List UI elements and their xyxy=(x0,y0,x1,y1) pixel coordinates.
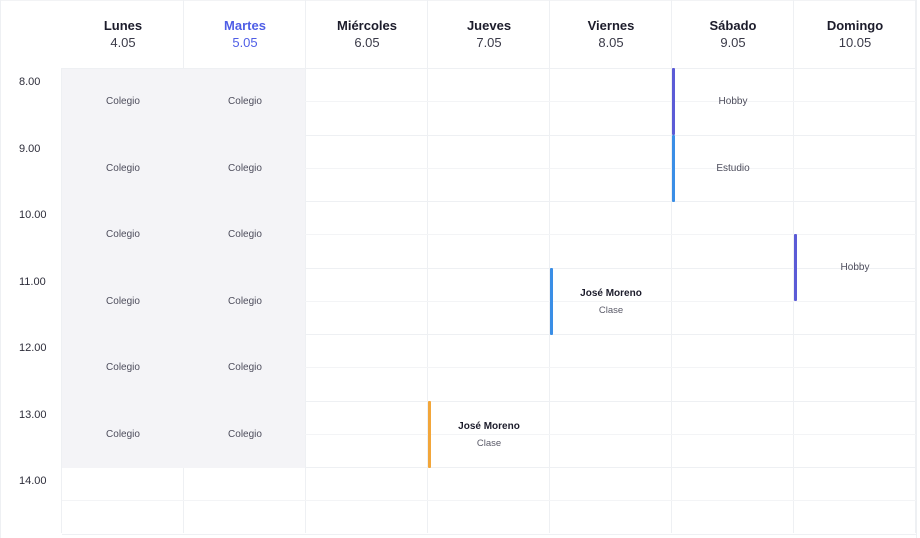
time-label: 8.00 xyxy=(19,76,41,88)
day-date: 4.05 xyxy=(110,35,136,50)
school-event[interactable]: Colegio xyxy=(228,361,262,373)
time-label: 10.00 xyxy=(19,209,47,221)
calendar-event[interactable]: José Moreno Clase xyxy=(550,268,672,335)
grid-hour-line xyxy=(62,401,916,402)
school-background xyxy=(62,69,305,468)
day-name: Sábado xyxy=(709,18,757,33)
grid-hour-line xyxy=(62,68,916,69)
event-color-bar xyxy=(550,268,553,335)
day-date: 6.05 xyxy=(354,35,380,50)
calendar-event[interactable]: Hobby xyxy=(672,68,794,135)
school-event[interactable]: Colegio xyxy=(228,95,262,107)
time-label: 9.00 xyxy=(19,143,41,155)
grid-half-hour-line xyxy=(62,367,916,368)
school-event[interactable]: Colegio xyxy=(106,162,140,174)
grid-column-divider xyxy=(915,0,916,533)
event-title: Hobby xyxy=(718,96,748,107)
day-header-1[interactable]: Martes 5.05 xyxy=(184,0,306,68)
grid-left-border xyxy=(0,0,1,538)
calendar-event[interactable]: Hobby xyxy=(794,234,916,301)
event-color-bar xyxy=(794,234,797,301)
event-type: Clase xyxy=(476,437,502,449)
day-name: Domingo xyxy=(826,18,884,33)
day-header-6[interactable]: Domingo 10.05 xyxy=(794,0,916,68)
day-name: Lunes xyxy=(103,18,143,33)
grid-half-hour-line xyxy=(62,101,916,102)
school-event[interactable]: Colegio xyxy=(106,361,140,373)
grid-right-border xyxy=(916,0,917,538)
time-label: 11.00 xyxy=(19,276,46,288)
day-name: Viernes xyxy=(587,18,635,33)
event-type: Clase xyxy=(598,304,624,316)
school-event[interactable]: Colegio xyxy=(106,428,140,440)
event-person: José Moreno xyxy=(458,420,520,432)
school-event[interactable]: Colegio xyxy=(106,95,140,107)
grid-hour-line xyxy=(62,334,916,335)
calendar-event[interactable]: José Moreno Clase xyxy=(428,401,550,468)
grid-hour-line xyxy=(62,268,916,269)
grid-hour-line xyxy=(62,201,916,202)
day-date: 8.05 xyxy=(598,35,624,50)
time-label: 12.00 xyxy=(19,342,47,354)
grid-half-hour-line xyxy=(62,434,916,435)
day-header-4[interactable]: Viernes 8.05 xyxy=(550,0,672,68)
grid-hour-line xyxy=(62,534,916,535)
day-header-5[interactable]: Sábado 9.05 xyxy=(672,0,794,68)
grid-half-hour-line xyxy=(62,500,916,501)
calendar-event[interactable]: Estudio xyxy=(672,135,794,202)
grid-column-divider xyxy=(305,0,306,533)
grid-column-divider xyxy=(549,0,550,533)
grid-column-divider xyxy=(671,0,672,533)
day-date: 5.05 xyxy=(232,35,258,50)
day-date: 10.05 xyxy=(838,35,872,50)
day-name: Jueves xyxy=(466,18,512,33)
school-event[interactable]: Colegio xyxy=(106,295,140,307)
event-person: José Moreno xyxy=(580,287,642,299)
event-color-bar xyxy=(672,135,675,202)
day-name: Miércoles xyxy=(337,18,397,33)
grid-hour-line xyxy=(62,467,916,468)
event-title: Hobby xyxy=(840,262,870,273)
day-name: Martes xyxy=(224,18,266,33)
school-event[interactable]: Colegio xyxy=(228,428,262,440)
school-event[interactable]: Colegio xyxy=(228,295,262,307)
time-label: 14.00 xyxy=(19,475,47,487)
grid-column-divider xyxy=(427,0,428,533)
day-date: 9.05 xyxy=(720,35,746,50)
school-event[interactable]: Colegio xyxy=(228,228,262,240)
school-event[interactable]: Colegio xyxy=(106,228,140,240)
day-date: 7.05 xyxy=(476,35,502,50)
event-color-bar xyxy=(672,68,675,135)
time-label: 13.00 xyxy=(19,409,47,421)
grid-half-hour-line xyxy=(62,234,916,235)
event-color-bar xyxy=(428,401,431,468)
grid-column-divider xyxy=(61,68,62,533)
day-header-0[interactable]: Lunes 4.05 xyxy=(62,0,184,68)
event-title: Estudio xyxy=(716,163,750,174)
grid-hour-line xyxy=(62,135,916,136)
grid-half-hour-line xyxy=(62,301,916,302)
grid-top-border xyxy=(0,0,917,1)
school-event[interactable]: Colegio xyxy=(228,162,262,174)
day-header-2[interactable]: Miércoles 6.05 xyxy=(306,0,428,68)
day-header-3[interactable]: Jueves 7.05 xyxy=(428,0,550,68)
grid-half-hour-line xyxy=(62,168,916,169)
grid-column-divider xyxy=(793,0,794,533)
